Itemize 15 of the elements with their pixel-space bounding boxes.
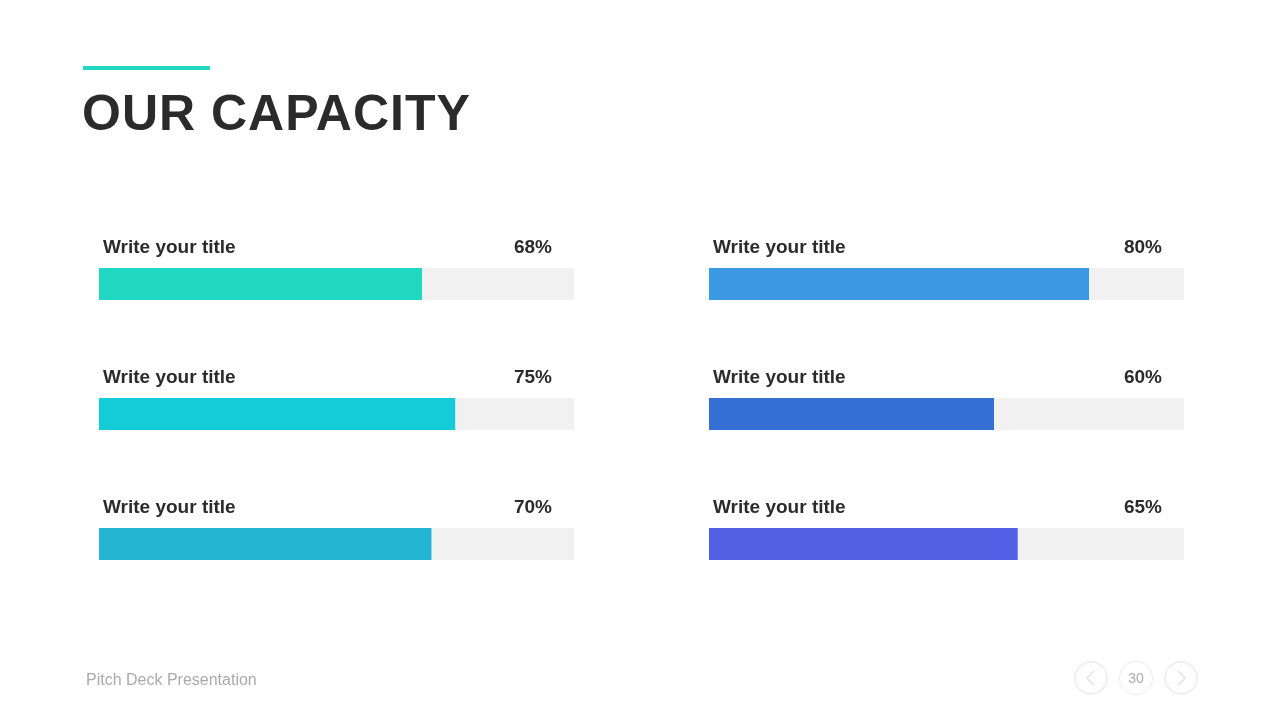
text: Pitch Deck Presentation xyxy=(86,671,257,689)
chart-title: OUR CAPACITY xyxy=(82,84,471,142)
data-label: 65% xyxy=(1123,496,1163,517)
data-label: 75% xyxy=(513,366,553,387)
data-label: 60% xyxy=(1123,366,1163,387)
y-tick-label: Write your title xyxy=(103,496,236,517)
data-label: 80% xyxy=(1123,236,1163,257)
y-tick-label: Write your title xyxy=(103,236,236,257)
y-tick-label: Write your title xyxy=(713,496,846,517)
y-tick-label: Write your title xyxy=(713,366,846,387)
data-label: 68% xyxy=(513,236,553,257)
y-tick-label: Write your title xyxy=(103,366,236,387)
y-tick-label: Write your title xyxy=(713,236,846,257)
text: 30 xyxy=(1119,661,1153,695)
data-label: 70% xyxy=(513,496,553,517)
